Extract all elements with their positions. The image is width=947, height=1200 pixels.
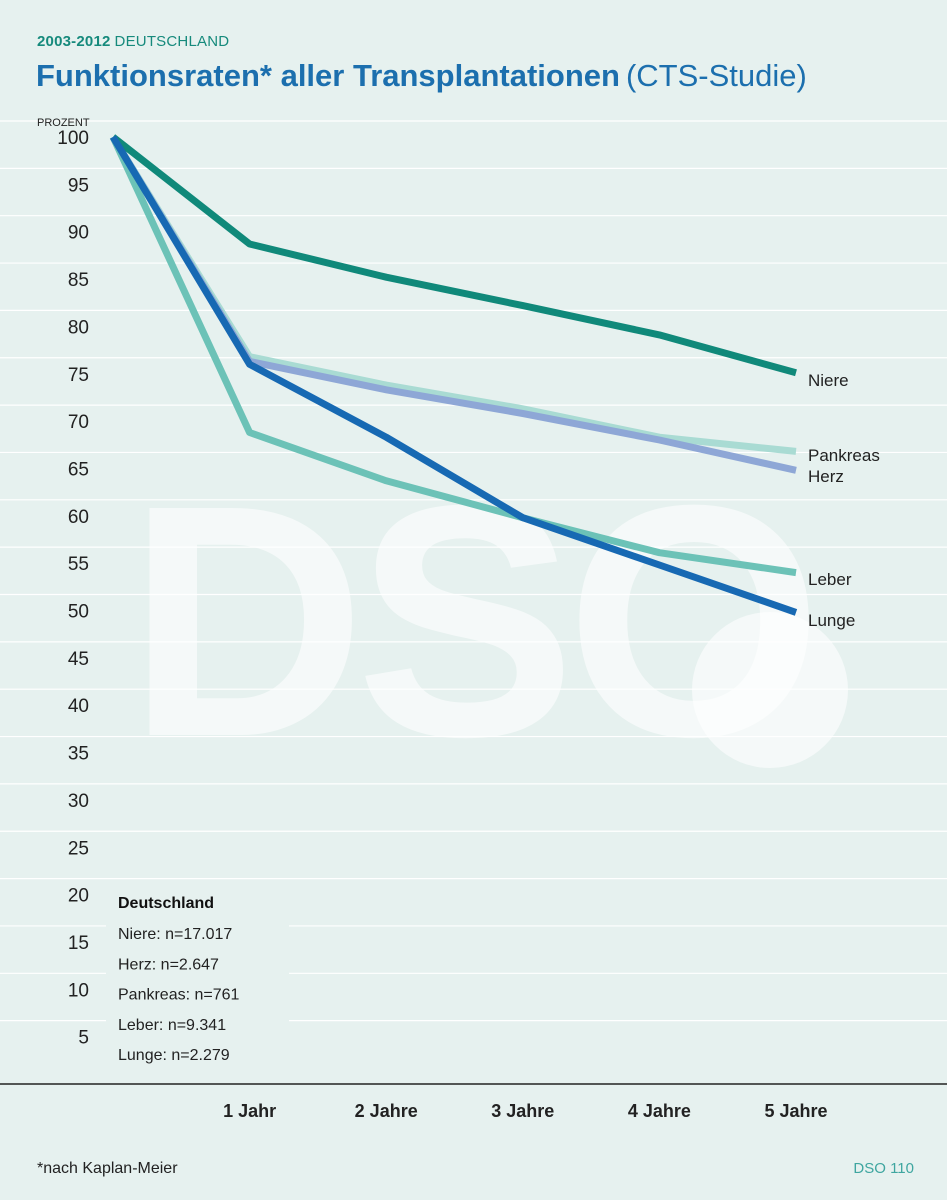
chart-title-main: Funktionsraten* aller Transplantationen xyxy=(36,58,620,93)
y-tick-label: 65 xyxy=(68,459,89,480)
series-label-niere: Niere xyxy=(808,371,849,390)
y-tick-labels: 5 10 15 20 25 30 35 40 45 50 55 60 65 70 75 80 85 90 95 100 xyxy=(57,128,89,1049)
y-tick-label: 10 xyxy=(68,980,89,1001)
y-tick-label: 60 xyxy=(68,507,89,528)
y-tick-label: 15 xyxy=(68,933,89,954)
y-tick-label: 70 xyxy=(68,412,89,433)
series-label-pankreas: Pankreas xyxy=(808,446,880,465)
y-tick-label: 55 xyxy=(68,554,89,575)
sample-size-box-bg xyxy=(106,884,289,1074)
sample-size-entry: Pankreas: n=761 xyxy=(118,987,240,1004)
kicker-region: DEUTSCHLAND xyxy=(114,33,230,50)
y-tick-label: 100 xyxy=(57,128,89,149)
series-lines xyxy=(109,134,798,616)
series-line-niere xyxy=(110,134,797,377)
series-line-lunge xyxy=(110,135,798,616)
sample-size-entry: Niere: n=17.017 xyxy=(118,926,232,943)
watermark-logo: DSO xyxy=(127,436,813,805)
series-line-leber xyxy=(109,135,797,577)
y-tick-label: 75 xyxy=(68,365,89,386)
y-tick-label: 35 xyxy=(68,744,89,765)
x-tick-label: 2 Jahre xyxy=(355,1101,418,1121)
y-tick-label: 95 xyxy=(68,175,89,196)
y-axis-label: PROZENT xyxy=(37,117,90,129)
watermark-dot xyxy=(692,612,848,768)
sample-size-entry: Lunge: n=2.279 xyxy=(118,1047,230,1064)
y-tick-label: 30 xyxy=(68,791,89,812)
x-tick-label: 3 Jahre xyxy=(491,1101,554,1121)
kicker-years: 2003-2012 xyxy=(37,33,111,50)
series-label-lunge: Lunge xyxy=(808,611,855,630)
chart-title: Funktionsraten* aller Transplantationen(… xyxy=(36,58,807,94)
y-tick-label: 5 xyxy=(78,1028,89,1049)
sample-size-box: Deutschland Niere: n=17.017 Herz: n=2.647 P… xyxy=(106,884,289,1074)
x-tick-label: 1 Jahr xyxy=(223,1101,276,1121)
y-tick-label: 40 xyxy=(68,696,89,717)
sample-size-box-title: Deutschland xyxy=(118,895,214,912)
series-label-leber: Leber xyxy=(808,570,852,589)
x-tick-label: 4 Jahre xyxy=(628,1101,691,1121)
y-tick-label: 20 xyxy=(68,886,89,907)
page-reference: DSO 110 xyxy=(853,1160,914,1177)
sample-size-entry: Herz: n=2.647 xyxy=(118,956,219,973)
y-tick-label: 50 xyxy=(68,602,89,623)
sample-size-entry: Leber: n=9.341 xyxy=(118,1017,226,1034)
kicker: 2003-2012 DEUTSCHLAND xyxy=(37,33,229,50)
series-label-herz: Herz xyxy=(808,467,844,486)
y-tick-label: 25 xyxy=(68,838,89,859)
y-tick-label: 85 xyxy=(68,270,89,291)
x-tick-labels: 1 Jahr 2 Jahre 3 Jahre 4 Jahre 5 Jahre xyxy=(223,1101,827,1121)
x-tick-label: 5 Jahre xyxy=(764,1101,827,1121)
y-tick-label: 90 xyxy=(68,223,89,244)
series-labels: Niere Pankreas Herz Leber Lunge xyxy=(808,371,880,630)
chart-title-sub: (CTS-Studie) xyxy=(625,58,807,93)
footnote: *nach Kaplan-Meier xyxy=(37,1160,178,1177)
y-tick-label: 45 xyxy=(68,649,89,670)
y-tick-label: 80 xyxy=(68,317,89,338)
